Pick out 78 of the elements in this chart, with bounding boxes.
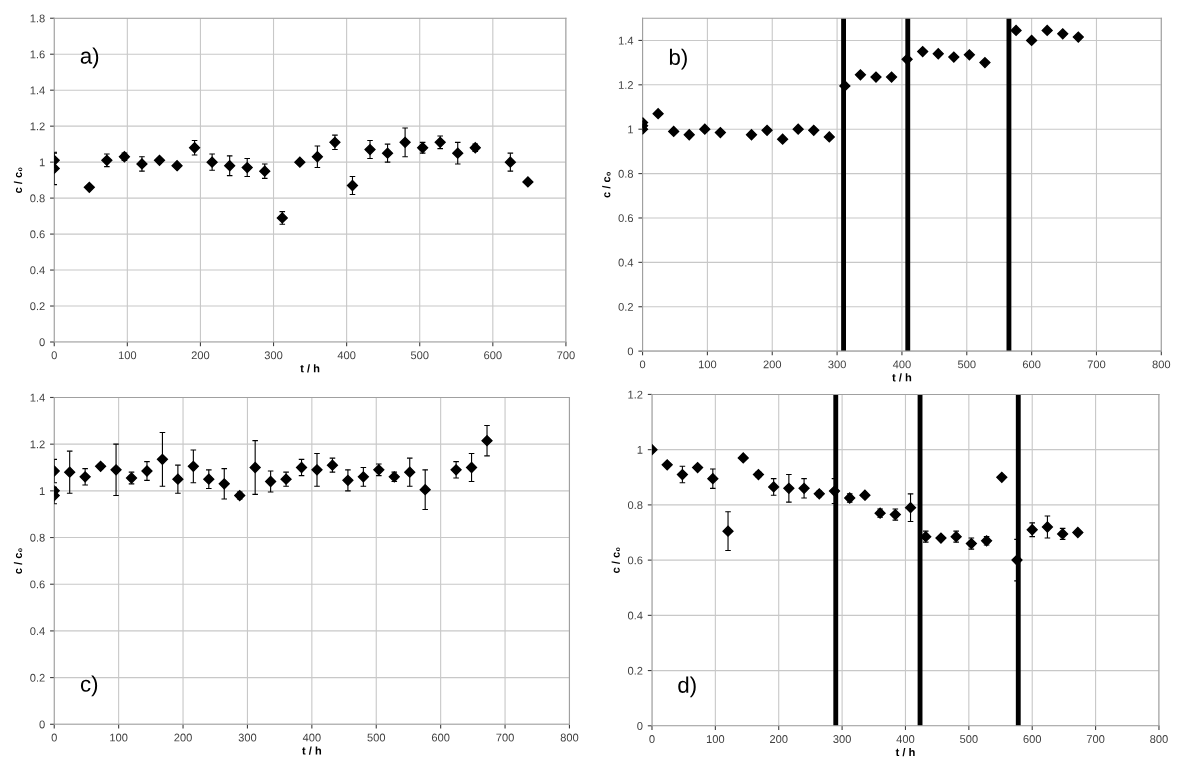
x-axis-title: t / h (892, 373, 912, 382)
x-tick-label: 100 (706, 735, 725, 743)
y-tick-label: 1.6 (30, 50, 45, 59)
x-tick-label: 300 (238, 733, 257, 742)
x-tick-label: 200 (191, 351, 210, 360)
x-tick-label: 500 (367, 733, 386, 742)
x-tick-label: 400 (892, 360, 911, 369)
y-tick-label: 0 (39, 720, 45, 729)
y-tick-label: 0.4 (627, 611, 643, 620)
x-tick-label: 500 (957, 360, 976, 369)
annotation: b) (669, 48, 687, 70)
y-tick-label: 1.4 (30, 86, 45, 95)
annotation: c) (80, 675, 98, 697)
y-tick-label: 0.6 (30, 580, 45, 589)
x-tick-label: 0 (649, 735, 655, 743)
y-tick-label: 0.2 (30, 302, 45, 311)
x-tick-label: 600 (431, 733, 450, 742)
x-tick-label: 800 (1150, 735, 1168, 743)
y-tick-label: 1 (637, 446, 643, 454)
x-tick-label: 700 (1086, 735, 1105, 743)
x-axis-title: t / h (302, 746, 322, 755)
x-tick-label: 200 (763, 360, 782, 369)
y-tick-label: 1 (628, 125, 633, 134)
x-tick-label: 700 (496, 733, 514, 742)
y-tick-label: 0.4 (30, 627, 45, 636)
y-tick-label: 1.8 (30, 14, 45, 23)
y-axis-title: c / c₀ (13, 548, 23, 574)
x-tick-label: 100 (118, 351, 137, 360)
y-tick-label: 1 (39, 158, 45, 167)
y-tick-label: 0.8 (30, 533, 45, 542)
y-tick-label: 0.6 (627, 556, 643, 565)
x-tick-label: 100 (698, 360, 717, 369)
x-tick-label: 0 (51, 351, 57, 360)
x-tick-label: 600 (1022, 360, 1041, 369)
y-tick-label: 0.2 (30, 673, 45, 682)
y-tick-label: 0.4 (618, 258, 634, 267)
y-tick-label: 1.2 (30, 122, 45, 131)
y-tick-label: 0.8 (30, 194, 45, 203)
x-tick-label: 0 (51, 733, 57, 742)
y-tick-label: 0.2 (618, 303, 633, 311)
y-axis-title: c / c₀ (611, 547, 621, 573)
x-tick-label: 800 (560, 733, 579, 742)
x-tick-label: 100 (110, 733, 128, 742)
y-axis-title: c / c₀ (13, 167, 23, 193)
x-tick-label: 400 (337, 351, 356, 360)
y-tick-label: 0.6 (618, 214, 634, 223)
y-tick-label: 0.4 (30, 266, 45, 275)
y-tick-label: 0.8 (627, 501, 643, 510)
y-tick-label: 0.2 (627, 666, 643, 675)
x-tick-label: 300 (833, 735, 851, 743)
x-tick-label: 200 (770, 735, 788, 743)
y-tick-label: 0.6 (30, 230, 45, 239)
y-axis-title: c / c₀ (602, 172, 611, 198)
y-tick-label: 1.2 (618, 81, 633, 89)
y-tick-label: 1.2 (30, 440, 45, 449)
x-tick-label: 300 (828, 360, 846, 369)
annotation: d) (678, 676, 696, 698)
y-tick-label: 0.8 (618, 169, 634, 178)
x-tick-label: 800 (1152, 360, 1171, 369)
x-tick-label: 700 (1087, 360, 1106, 369)
y-tick-label: 0 (39, 338, 45, 347)
x-tick-label: 500 (410, 351, 429, 360)
x-tick-label: 700 (557, 351, 575, 360)
x-tick-label: 500 (960, 735, 978, 743)
y-tick-label: 1.4 (618, 36, 634, 45)
y-tick-label: 1.2 (628, 390, 643, 399)
x-tick-label: 300 (264, 351, 283, 360)
x-tick-label: 400 (896, 735, 915, 743)
annotation: a) (80, 47, 99, 69)
x-tick-label: 400 (302, 733, 321, 742)
x-tick-label: 600 (1023, 735, 1042, 743)
x-axis-title: t / h (300, 364, 320, 373)
x-tick-label: 600 (484, 351, 502, 360)
x-axis-title: t / h (895, 747, 915, 757)
y-tick-label: 1 (39, 487, 45, 495)
x-tick-label: 200 (174, 733, 192, 742)
y-tick-label: 1.4 (30, 393, 45, 402)
y-tick-label: 0 (637, 722, 643, 730)
